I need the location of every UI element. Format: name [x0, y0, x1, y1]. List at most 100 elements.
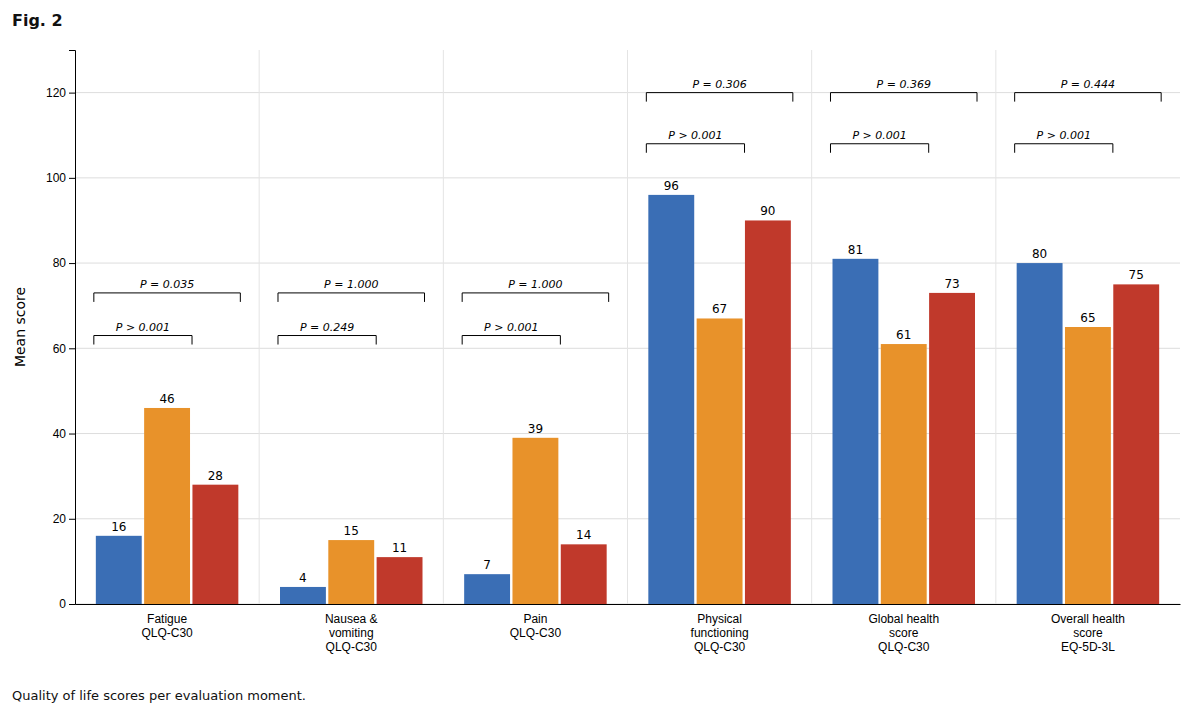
separators — [259, 50, 996, 604]
data-label: 67 — [712, 302, 727, 316]
series — [96, 195, 1063, 604]
y-tick-label: 120 — [46, 86, 66, 100]
data-label: 73 — [944, 277, 959, 291]
y-tick-label: 20 — [53, 512, 67, 526]
bars — [96, 195, 1159, 604]
x-axis-line — [76, 604, 1181, 605]
data-label: 14 — [576, 528, 591, 542]
y-tick: 40 — [53, 427, 75, 441]
data-label: 61 — [896, 328, 911, 342]
y-tick-mark — [69, 178, 75, 179]
x-tick-label: Nausea &vomitingQLQ-C30 — [325, 612, 378, 655]
data-labels: 1647968180461539676165281114907375 — [111, 179, 1144, 585]
caption: Quality of life scores per evaluation mo… — [12, 688, 306, 703]
bracket — [94, 336, 192, 345]
bar — [377, 557, 423, 604]
bar — [464, 574, 510, 604]
data-label: 81 — [848, 243, 863, 257]
group-separator — [627, 50, 628, 604]
bracket — [830, 93, 977, 102]
annotation: P > 0.001 — [484, 321, 538, 334]
title: Fig. 2 — [12, 11, 63, 30]
y-tick: 100 — [46, 171, 75, 185]
bar — [512, 438, 558, 604]
bar — [832, 259, 878, 604]
bar — [280, 587, 326, 604]
y-tick-mark — [69, 263, 75, 264]
bar — [745, 220, 791, 604]
annotation: P > 0.001 — [116, 321, 170, 334]
x-tick-label: Overall healthscoreEQ-5D-3L — [1051, 612, 1125, 655]
data-label: 65 — [1080, 311, 1095, 325]
y-axis-line — [69, 51, 76, 605]
group-separator — [811, 50, 812, 604]
y-tick: 20 — [53, 512, 75, 526]
y-tick: 0 — [59, 597, 75, 611]
bracket — [646, 144, 744, 153]
bar — [328, 540, 374, 604]
y-tick-label: 0 — [59, 597, 66, 611]
bracket — [278, 336, 376, 345]
y-tick-mark — [69, 434, 75, 435]
annotation: P > 0.001 — [1037, 129, 1091, 142]
x-tick-label: Global healthscoreQLQ-C30 — [868, 612, 939, 655]
series — [192, 220, 1159, 604]
bracket — [278, 293, 425, 302]
chart: Fig. 2 Quality of life scores per evaluat… — [0, 0, 1200, 714]
y-tick-label: 40 — [53, 427, 67, 441]
annotation: P = 0.249 — [300, 321, 354, 334]
data-label: 16 — [111, 520, 126, 534]
group-separator — [259, 50, 260, 604]
bracket — [1015, 93, 1162, 102]
bar — [192, 485, 238, 604]
y-tick-label: 80 — [53, 256, 67, 270]
data-label: 28 — [208, 469, 223, 483]
annotation: P = 0.369 — [877, 78, 931, 91]
x-tick: Nausea &vomitingQLQ-C30 — [325, 612, 378, 655]
annotation: P = 0.444 — [1061, 78, 1115, 91]
data-label: 90 — [760, 204, 775, 218]
x-tick: PhysicalfunctioningQLQ-C30 — [691, 612, 749, 655]
y-axis: 0 20 40 60 80 100 120 — [46, 51, 76, 612]
data-label: 39 — [528, 422, 543, 436]
bar — [96, 536, 142, 604]
annotation: P > 0.001 — [668, 129, 722, 142]
bar — [1017, 263, 1063, 604]
bracket — [94, 293, 241, 302]
group-separator — [443, 50, 444, 604]
bar — [929, 293, 975, 604]
y-tick: 60 — [53, 342, 75, 356]
data-label: 75 — [1129, 268, 1144, 282]
x-tick-label: PhysicalfunctioningQLQ-C30 — [691, 612, 749, 655]
y-tick-label: 60 — [53, 342, 67, 356]
plot: 1647968180461539676165281114907375020406… — [12, 50, 1181, 654]
data-label: 96 — [664, 179, 679, 193]
annotation: P = 1.000 — [324, 278, 378, 291]
bracket — [830, 144, 928, 153]
annotation: P = 0.306 — [692, 78, 746, 91]
x-tick-label: PainQLQ-C30 — [510, 612, 562, 640]
data-label: 46 — [159, 392, 174, 406]
bracket — [646, 93, 793, 102]
bracket — [1015, 144, 1113, 153]
bar — [648, 195, 694, 604]
group-separator — [995, 50, 996, 604]
bar — [144, 408, 190, 604]
x-tick-label: FatigueQLQ-C30 — [141, 612, 193, 640]
y-tick: 120 — [46, 86, 75, 100]
y-tick-mark — [69, 93, 75, 94]
bracket — [462, 293, 609, 302]
y-tick-mark — [69, 604, 75, 605]
y-tick: 80 — [53, 256, 75, 270]
bar — [697, 318, 743, 604]
y-tick-mark — [69, 348, 75, 349]
bar — [561, 544, 607, 604]
data-label: 80 — [1032, 247, 1047, 261]
x-tick: Overall healthscoreEQ-5D-3L — [1051, 612, 1125, 655]
data-label: 11 — [392, 541, 407, 555]
x-axis: FatigueQLQ-C30 Nausea &vomitingQLQ-C30 Pai… — [76, 605, 1181, 655]
annotation: P = 1.000 — [508, 278, 562, 291]
bar — [1113, 284, 1159, 604]
y-axis-title: Mean score — [12, 287, 28, 367]
y-tick-label: 100 — [46, 171, 66, 185]
